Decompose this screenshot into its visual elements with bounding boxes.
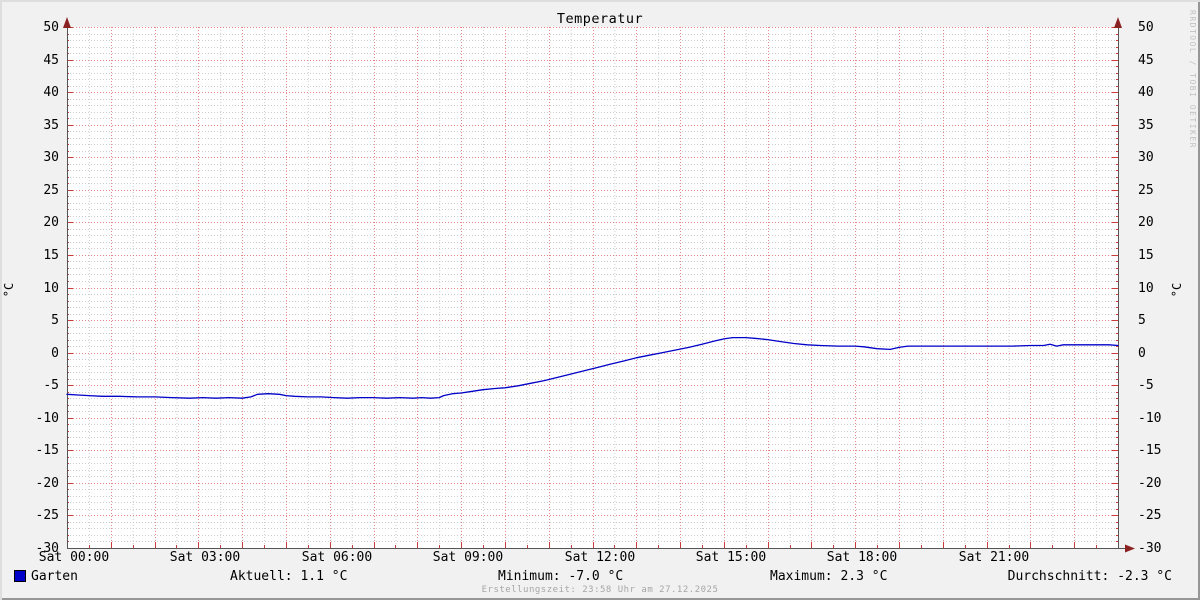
y-tick-label-right: 45 xyxy=(1138,53,1154,68)
y-tick-label-right: -25 xyxy=(1138,508,1162,523)
stat-aktuell: Aktuell: 1.1 °C xyxy=(230,569,348,584)
stat-maximum: Maximum: 2.3 °C xyxy=(770,569,888,584)
y-tick-label-right: -30 xyxy=(1138,541,1162,556)
x-tick-label: Sat 12:00 xyxy=(564,550,636,565)
y-tick-label-left: 25 xyxy=(43,183,59,198)
series-label: Garten xyxy=(31,569,78,584)
x-tick-label: Sat 00:00 xyxy=(38,550,110,565)
y-tick-label-left: 10 xyxy=(43,281,59,296)
y-tick-label-left: 15 xyxy=(43,248,59,263)
x-tick-label: Sat 09:00 xyxy=(432,550,504,565)
y-tick-label-right: 10 xyxy=(1138,281,1154,296)
y-tick-label-left: 20 xyxy=(43,215,59,230)
y-tick-label-right: 30 xyxy=(1138,150,1154,165)
y-tick-label-right: -5 xyxy=(1138,378,1154,393)
x-axis-arrow xyxy=(1125,544,1135,553)
y-tick-label-right: 20 xyxy=(1138,215,1154,230)
y-tick-label-left: 40 xyxy=(43,85,59,100)
y-axis-unit-right: °C xyxy=(1170,282,1184,298)
x-tick-label: Sat 15:00 xyxy=(695,550,767,565)
temperature-line xyxy=(66,336,1119,399)
y-tick-label-right: -10 xyxy=(1138,411,1162,426)
y-tick-label-right: -15 xyxy=(1138,443,1162,458)
stat-durchschnitt: Durchschnitt: -2.3 °C xyxy=(1007,569,1172,584)
y-tick-label-right: 15 xyxy=(1138,248,1154,263)
y-tick-label-right: 25 xyxy=(1138,183,1154,198)
y-tick-label-right: -20 xyxy=(1138,476,1162,491)
x-tick-label: Sat 03:00 xyxy=(169,550,241,565)
chart-canvas xyxy=(67,27,1118,548)
creation-time: Erstellungszeit: 23:58 Uhr am 27.12.2025 xyxy=(481,585,719,595)
y-tick-label-left: 35 xyxy=(43,118,59,133)
chart-title: Temperatur xyxy=(556,11,644,27)
y-tick-label-left: 5 xyxy=(51,313,59,328)
y-axis-arrow-left xyxy=(63,17,71,28)
y-tick-label-right: 0 xyxy=(1138,346,1146,361)
y-axis-unit-left: °C xyxy=(2,282,16,298)
minor-grid xyxy=(67,27,1118,548)
y-tick-label-left: 50 xyxy=(43,20,59,35)
x-tick-label: Sat 21:00 xyxy=(958,550,1030,565)
stat-minimum: Minimum: -7.0 °C xyxy=(498,569,624,584)
x-tick-label: Sat 18:00 xyxy=(826,550,898,565)
y-axis-arrow-right xyxy=(1114,17,1122,28)
y-tick-label-left: -5 xyxy=(43,378,59,393)
x-tick-label: Sat 06:00 xyxy=(301,550,373,565)
y-tick-label-right: 40 xyxy=(1138,85,1154,100)
axes xyxy=(67,22,1129,549)
y-tick-label-left: -25 xyxy=(35,508,59,523)
y-tick-label-right: 35 xyxy=(1138,118,1154,133)
y-tick-label-left: -15 xyxy=(35,443,59,458)
y-tick-label-left: 0 xyxy=(51,346,59,361)
y-tick-label-right: 5 xyxy=(1138,313,1146,328)
y-tick-label-left: 30 xyxy=(43,150,59,165)
y-tick-label-right: 50 xyxy=(1138,20,1154,35)
y-tick-label-left: -10 xyxy=(35,411,59,426)
y-tick-label-left: -20 xyxy=(35,476,59,491)
series-color-swatch xyxy=(14,570,26,582)
y-tick-label-left: 45 xyxy=(43,53,59,68)
legend-row: Garten Aktuell: 1.1 °C Minimum: -7.0 °C … xyxy=(0,569,1200,584)
rrdtool-watermark: RRDTOOL / TOBI OETIKER xyxy=(1188,10,1197,149)
y-tick-label-left: -30 xyxy=(35,541,59,556)
